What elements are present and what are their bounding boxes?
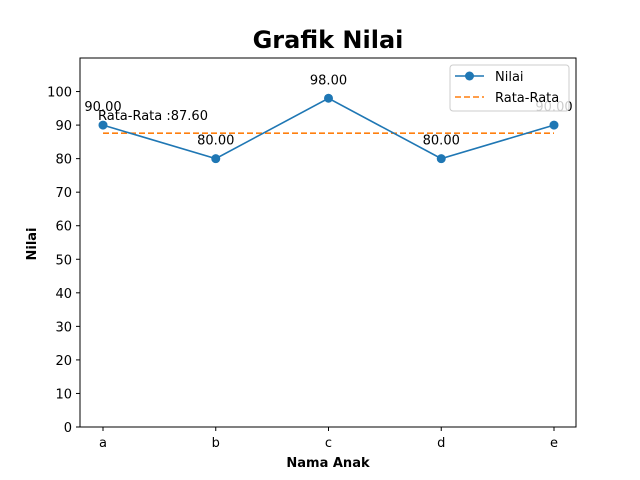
y-tick-label: 80 — [55, 153, 72, 168]
y-tick-label: 30 — [55, 320, 72, 335]
data-label: 90.00 — [84, 100, 121, 115]
y-tick-label: 70 — [55, 186, 72, 201]
x-tick-label: e — [550, 436, 558, 451]
data-point — [324, 93, 333, 103]
legend-marker-nilai — [465, 71, 474, 81]
x-tick-label: c — [325, 436, 332, 451]
y-tick-label: 60 — [55, 220, 72, 235]
legend-label-nilai: Nilai — [495, 70, 524, 85]
x-tick-label: b — [212, 436, 220, 451]
y-tick-label: 100 — [47, 86, 72, 101]
data-label: 98.00 — [310, 73, 347, 88]
y-axis-label: Nilai — [25, 227, 40, 260]
y-tick-label: 90 — [55, 119, 72, 134]
y-tick-label: 0 — [64, 421, 72, 436]
chart-title: Grafik Nilai — [253, 26, 404, 54]
plot-area: 0 10 20 30 40 50 60 70 80 90 100 a b c d e 90.00 80.00 98.… — [47, 57, 577, 451]
data-point — [549, 120, 559, 130]
data-label: 80.00 — [423, 134, 460, 149]
y-tick-label: 50 — [55, 253, 72, 268]
y-tick-label: 40 — [55, 287, 72, 302]
data-point — [211, 154, 221, 164]
data-point — [98, 120, 108, 130]
average-annotation: Rata-Rata :87.60 — [98, 109, 208, 124]
data-label: 80.00 — [197, 134, 234, 149]
y-tick-label: 10 — [55, 387, 72, 402]
x-tick-label: a — [99, 436, 107, 451]
x-axis-label: Nama Anak — [286, 456, 370, 471]
x-tick-label: d — [437, 436, 445, 451]
legend: Nilai Rata-Rata — [449, 64, 570, 112]
y-tick-label: 20 — [55, 354, 72, 369]
data-point — [436, 154, 446, 164]
legend-label-rata-rata: Rata-Rata — [495, 91, 559, 106]
